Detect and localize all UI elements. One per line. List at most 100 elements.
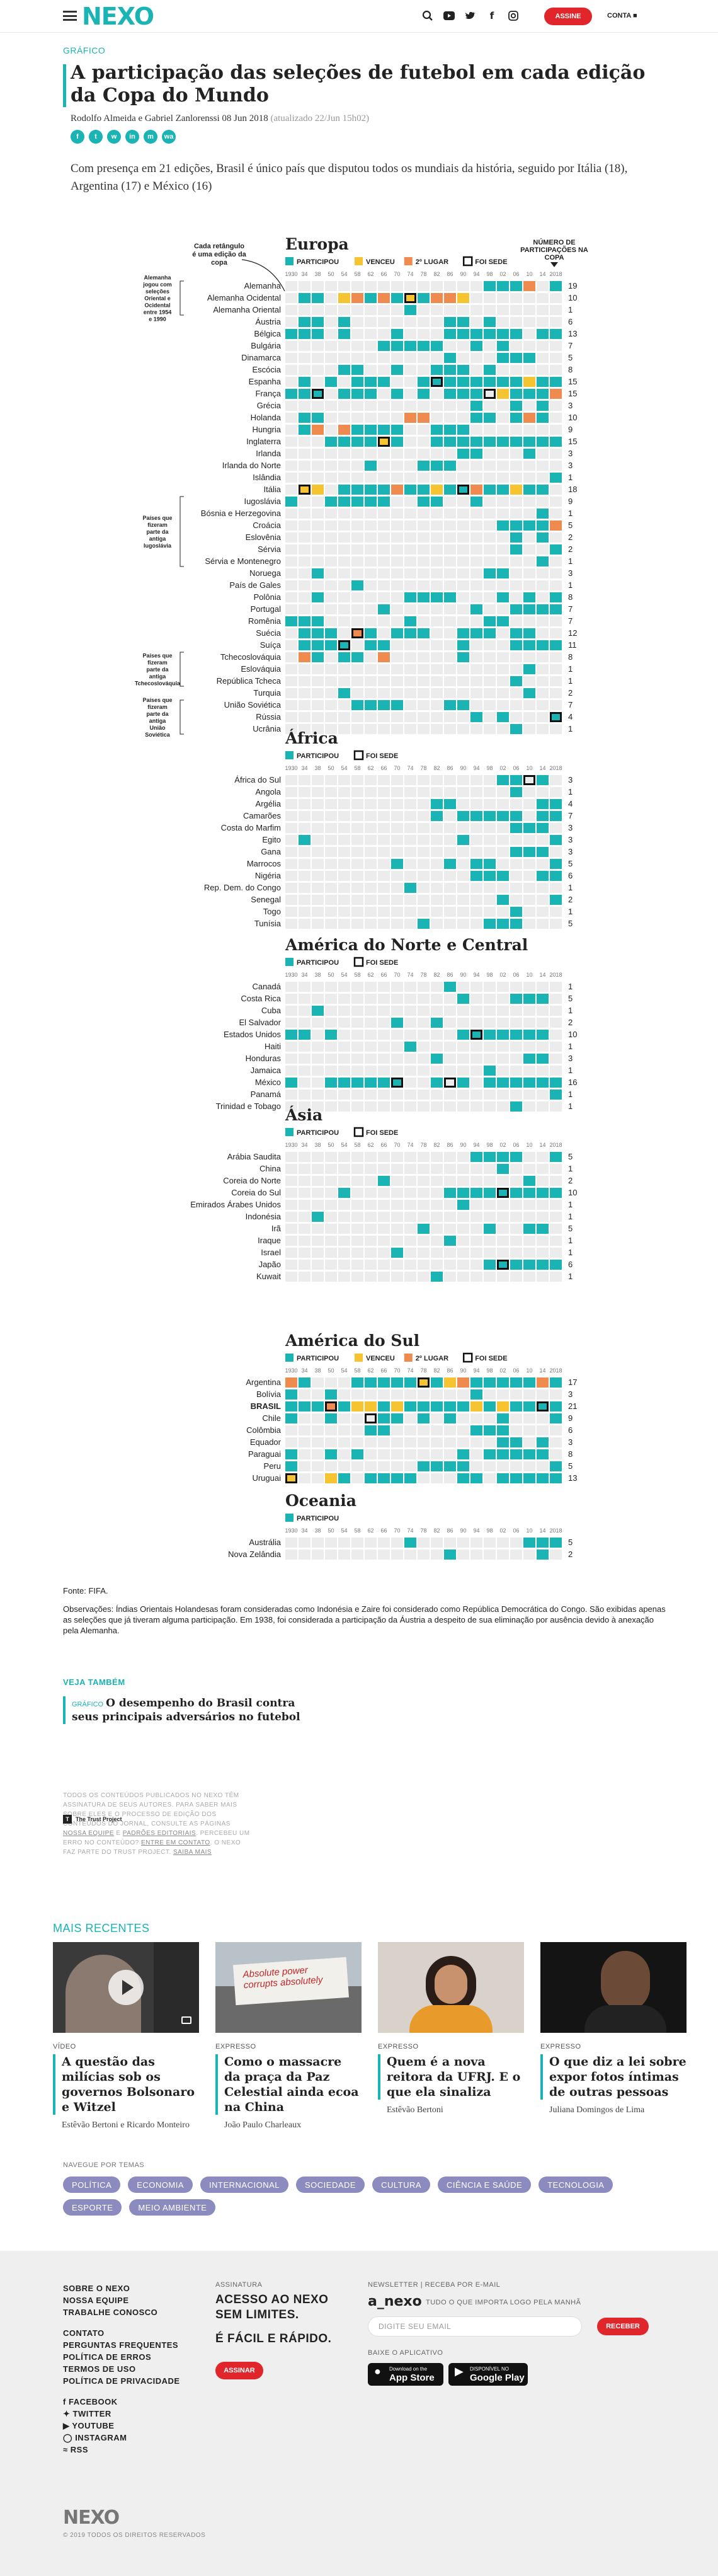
recent-title[interactable]: Como o massacre da praça da Paz Celestia… bbox=[215, 2054, 362, 2115]
host-marker bbox=[537, 1401, 549, 1412]
footer-link[interactable]: NOSSA EQUIPE bbox=[63, 2296, 129, 2305]
year-tick-label: 1930 bbox=[285, 1367, 297, 1374]
newsletter-button[interactable]: RECEBER bbox=[597, 2318, 649, 2335]
footer-link[interactable]: POLÍTICA DE PRIVACIDADE bbox=[63, 2376, 180, 2386]
play-icon[interactable] bbox=[108, 1970, 144, 2005]
share-twitter-icon[interactable]: t bbox=[89, 130, 103, 144]
nexo-logo[interactable]: NEXO bbox=[82, 3, 154, 30]
recent-card[interactable]: EXPRESSO O que diz a lei sobre expor fot… bbox=[540, 1942, 687, 2116]
team-total: 7 bbox=[568, 700, 573, 710]
footer-link[interactable]: SOBRE O NEXO bbox=[63, 2284, 130, 2293]
cell bbox=[431, 1212, 443, 1222]
topic-tag[interactable]: TECNOLOGIA bbox=[538, 2176, 613, 2193]
cell bbox=[312, 317, 324, 327]
trust-project-logo[interactable]: T The Trust Project bbox=[63, 1815, 122, 1824]
topic-tag[interactable]: ECONOMIA bbox=[128, 2176, 193, 2193]
cell bbox=[299, 799, 311, 809]
cell bbox=[510, 341, 522, 351]
cell bbox=[431, 724, 443, 734]
cell bbox=[404, 883, 416, 893]
cell bbox=[351, 1389, 363, 1400]
recent-title[interactable]: A questão das milícias sob os governos B… bbox=[53, 2054, 199, 2115]
cell bbox=[351, 895, 363, 905]
cell bbox=[510, 1101, 522, 1112]
trust-link-team[interactable]: Nossa equipe bbox=[63, 1830, 115, 1837]
topic-tag[interactable]: ESPORTE bbox=[63, 2199, 122, 2216]
recent-thumbnail[interactable] bbox=[540, 1942, 687, 2033]
see-also-title[interactable]: O desempenho do Brasil contra seus princ… bbox=[72, 1697, 300, 1723]
cell bbox=[537, 377, 549, 387]
recent-thumbnail[interactable] bbox=[378, 1942, 524, 2033]
cell bbox=[550, 592, 562, 602]
hamburger-menu-icon[interactable] bbox=[63, 11, 77, 21]
share-facebook-icon[interactable]: f bbox=[71, 130, 84, 144]
cell bbox=[285, 640, 297, 650]
cell bbox=[378, 1018, 390, 1028]
cell bbox=[497, 1200, 509, 1210]
cell bbox=[351, 1066, 363, 1076]
trust-link-standards[interactable]: Padrões editoriais bbox=[122, 1830, 197, 1837]
share-whatsapp-icon[interactable]: w bbox=[107, 130, 121, 144]
share-linkedin-icon[interactable]: in bbox=[125, 130, 139, 144]
cell bbox=[523, 676, 535, 686]
cell bbox=[431, 1389, 443, 1400]
recent-thumbnail[interactable]: Absolute power corrupts absolutely bbox=[215, 1942, 362, 2033]
trust-link-contact[interactable]: Entre em contato bbox=[141, 1839, 210, 1846]
topic-tag[interactable]: CIÊNCIA E SAÚDE bbox=[438, 2176, 532, 2193]
topic-tag[interactable]: MEIO AMBIENTE bbox=[129, 2199, 216, 2216]
footer-facebook[interactable]: f FACEBOOK bbox=[63, 2397, 180, 2409]
cell bbox=[418, 1090, 430, 1100]
topic-tag[interactable]: INTERNACIONAL bbox=[200, 2176, 289, 2193]
recent-title[interactable]: Quem é a nova reitora da UFRJ. E o que e… bbox=[378, 2054, 524, 2100]
cell bbox=[497, 676, 509, 686]
footer-twitter[interactable]: ✦ TWITTER bbox=[63, 2409, 180, 2421]
recent-card[interactable]: EXPRESSO Quem é a nova reitora da UFRJ. … bbox=[378, 1942, 524, 2116]
subscribe-button[interactable]: ASSINE bbox=[544, 8, 592, 25]
footer-link[interactable]: PERGUNTAS FREQUENTES bbox=[63, 2340, 179, 2350]
facebook-icon[interactable]: f bbox=[489, 10, 494, 21]
footer-youtube[interactable]: ▶ YOUTUBE bbox=[63, 2421, 180, 2433]
cell bbox=[484, 1401, 496, 1412]
trust-link-more[interactable]: Saiba mais bbox=[173, 1849, 212, 1856]
topic-tag[interactable]: CULTURA bbox=[372, 2176, 431, 2193]
cell bbox=[537, 1018, 549, 1028]
team-name: Honduras bbox=[246, 1054, 282, 1063]
subscribe-footer-button[interactable]: ASSINAR bbox=[215, 2362, 263, 2379]
google-play-button[interactable]: ▶ DISPONÍVEL NO Google Play bbox=[448, 2363, 528, 2386]
cell bbox=[550, 775, 562, 785]
recent-card[interactable]: Absolute power corrupts absolutely EXPRE… bbox=[215, 1942, 362, 2131]
search-icon[interactable] bbox=[421, 9, 435, 23]
footer-rss[interactable]: ≈ RSS bbox=[63, 2445, 180, 2457]
footer-link[interactable]: CONTATO bbox=[63, 2328, 105, 2338]
app-store-button[interactable]: ● Download on the App Store bbox=[368, 2363, 443, 2386]
youtube-icon[interactable] bbox=[442, 9, 456, 23]
cell bbox=[431, 652, 443, 662]
cell bbox=[338, 592, 350, 602]
see-also-link[interactable]: GRÁFICO O desempenho do Brasil contra seu… bbox=[63, 1696, 315, 1724]
cell bbox=[351, 353, 363, 363]
cell bbox=[299, 437, 311, 447]
cell bbox=[537, 544, 549, 555]
cell bbox=[404, 688, 416, 698]
topic-tag[interactable]: POLÍTICA bbox=[63, 2176, 121, 2193]
cell bbox=[537, 919, 549, 929]
cell bbox=[391, 1054, 403, 1064]
footer-link[interactable]: POLÍTICA DE ERROS bbox=[63, 2352, 152, 2362]
share-email-icon[interactable]: m bbox=[144, 130, 157, 144]
recent-card[interactable]: VÍDEO A questão das milícias sob os gove… bbox=[53, 1942, 199, 2131]
newsletter-email-input[interactable]: DIGITE SEU EMAIL bbox=[368, 2316, 582, 2337]
recent-title[interactable]: O que diz a lei sobre expor fotos íntima… bbox=[540, 2054, 687, 2100]
account-link[interactable]: CONTA ■ bbox=[607, 12, 637, 20]
footer-link[interactable]: TERMOS DE USO bbox=[63, 2364, 136, 2374]
topic-tag[interactable]: SOCIEDADE bbox=[296, 2176, 365, 2193]
footer-logo[interactable]: NEXO bbox=[63, 2507, 120, 2529]
share-messenger-icon[interactable]: wa bbox=[162, 130, 176, 144]
recent-thumbnail[interactable] bbox=[53, 1942, 199, 2033]
footer-link[interactable]: TRABALHE CONOSCO bbox=[63, 2308, 158, 2317]
twitter-icon[interactable] bbox=[464, 9, 477, 23]
cell bbox=[338, 1413, 350, 1423]
cell bbox=[431, 281, 443, 291]
instagram-icon[interactable] bbox=[506, 9, 520, 23]
footer-instagram[interactable]: ◯ INSTAGRAM bbox=[63, 2433, 180, 2445]
year-tick-label: 98 bbox=[486, 972, 493, 978]
